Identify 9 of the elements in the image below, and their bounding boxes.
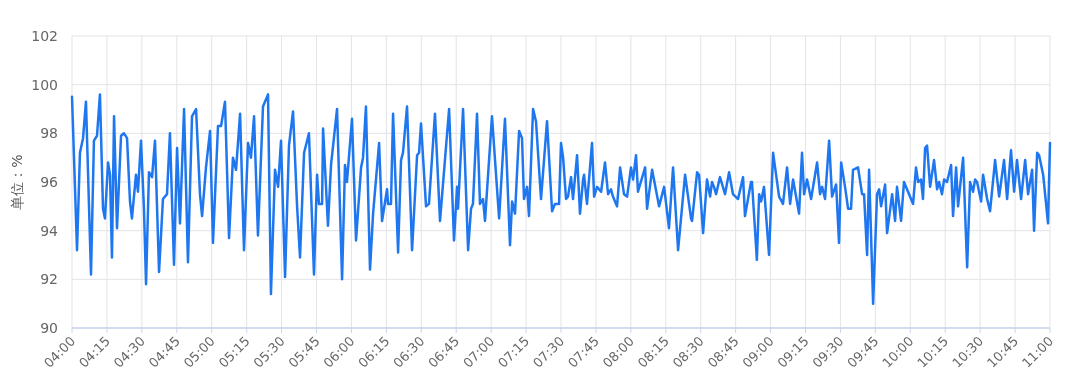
y-tick-label: 96 — [40, 174, 59, 190]
y-tick-label: 100 — [31, 76, 58, 93]
y-tick-label: 94 — [40, 222, 59, 239]
y-tick-label: 98 — [40, 125, 58, 142]
y-axis-title: 单位：% — [9, 154, 25, 210]
line-series — [70, 93, 1052, 305]
y-tick-label: 102 — [31, 28, 58, 44]
y-tick-label: 92 — [40, 271, 58, 288]
y-tick-label: 90 — [40, 320, 58, 336]
